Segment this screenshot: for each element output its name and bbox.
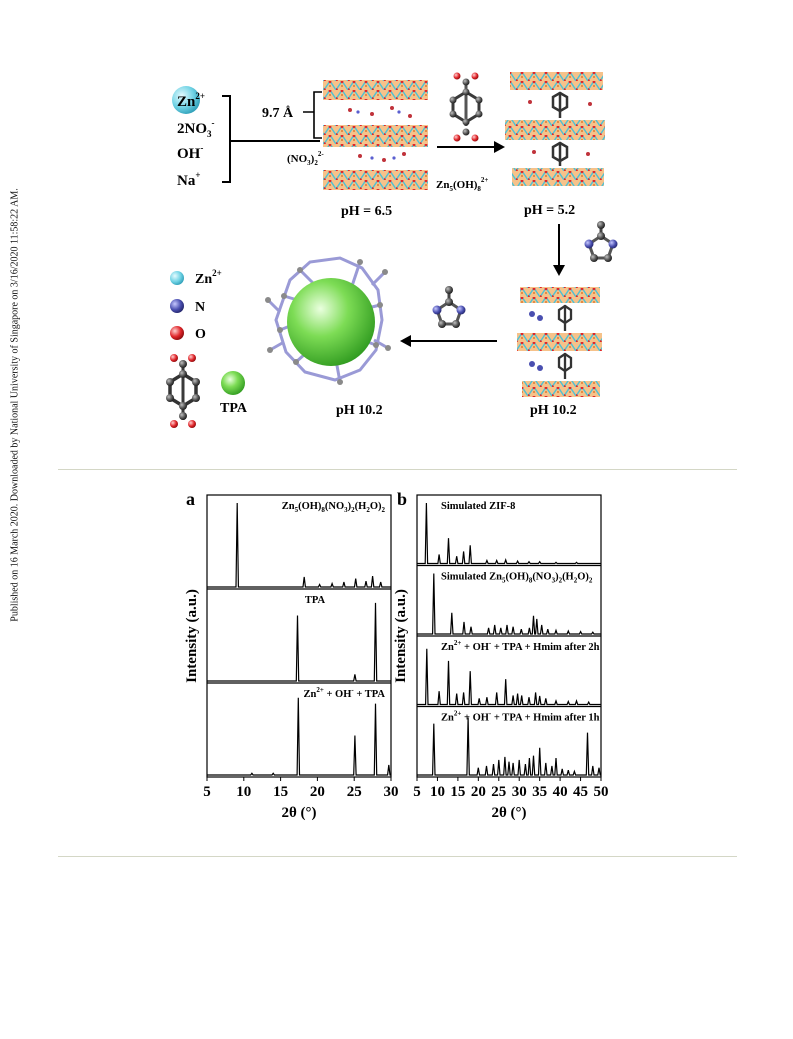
series-label: Zn2+ + OH- + TPA + Hmim after 2h bbox=[441, 639, 600, 653]
arrow-left bbox=[400, 335, 497, 347]
x-tick-label: 25 bbox=[491, 784, 506, 800]
x-tick-label: 50 bbox=[594, 784, 609, 800]
ph-label-1: pH = 6.5 bbox=[341, 204, 392, 219]
hmim-molecule-left bbox=[432, 286, 466, 328]
y-axis-label: Intensity (a.u.) bbox=[184, 589, 200, 683]
x-tick-label: 40 bbox=[553, 784, 568, 800]
x-tick-label: 45 bbox=[573, 784, 588, 800]
series-label: Zn2+ + OH- + TPA bbox=[303, 686, 385, 700]
series-label: Simulated ZIF-8 bbox=[441, 501, 515, 512]
series-label: TPA bbox=[305, 595, 326, 606]
layer-formula-label: Zn5(OH)82+ bbox=[436, 176, 488, 193]
legend-tpa-molecule bbox=[166, 354, 200, 428]
xrd-figure: a Intensity (a.u.) 5 10 15 20 25 30 2θ (°) Zn5(OH… bbox=[184, 489, 609, 821]
legend-o-label: O bbox=[195, 327, 206, 342]
series-label: Zn2+ + OH- + TPA + Hmim after 1h bbox=[441, 710, 600, 724]
layered-hydroxide-stack-3 bbox=[517, 287, 602, 397]
panel-label: a bbox=[186, 489, 195, 509]
legend-tpa-label: TPA bbox=[220, 401, 248, 416]
x-tick-label: 10 bbox=[236, 784, 251, 800]
xrd-pattern-3 bbox=[207, 697, 391, 776]
x-tick-label: 5 bbox=[413, 784, 421, 800]
x-tick-label: 15 bbox=[273, 784, 288, 800]
hmim-molecule-right bbox=[584, 221, 618, 262]
x-tick-label: 35 bbox=[532, 784, 547, 800]
spacing-bracket bbox=[303, 91, 322, 139]
x-axis-label: 2θ (°) bbox=[281, 805, 316, 821]
separator-rule-bottom bbox=[58, 856, 737, 857]
nitrate-label: 2NO3- bbox=[177, 118, 215, 139]
hydroxide-label: OH- bbox=[177, 143, 203, 162]
zn-ion-sphere bbox=[172, 86, 200, 114]
layered-hydroxide-stack-2 bbox=[505, 72, 605, 186]
interlayer-anion-label: (NO3)22- bbox=[287, 150, 324, 167]
x-tick-label: 15 bbox=[450, 784, 465, 800]
series-label: Simulated Zn5(OH)8(NO3)2(H2O)2 bbox=[441, 572, 593, 585]
x-tick-label: 5 bbox=[203, 784, 211, 800]
zn-ion-label: Zn2+ bbox=[177, 91, 205, 110]
reactant-ions: Zn2+ 2NO3- OH- Na+ bbox=[172, 86, 320, 189]
xrd-pattern-2 bbox=[417, 573, 601, 635]
series-label: Zn5(OH)8(NO3)2(H2O)2 bbox=[282, 501, 386, 514]
x-tick-label: 30 bbox=[512, 784, 527, 800]
ph-label-4: pH 10.2 bbox=[336, 403, 383, 418]
plot-frame bbox=[206, 494, 392, 778]
ph-label-3: pH 10.2 bbox=[530, 403, 577, 418]
x-tick-label: 20 bbox=[471, 784, 486, 800]
legend-zn-sphere bbox=[170, 271, 184, 285]
legend-n-sphere bbox=[170, 299, 184, 313]
spacing-label: 9.7 Å bbox=[262, 105, 294, 121]
legend-green-sphere bbox=[221, 371, 245, 395]
legend-o-sphere bbox=[170, 326, 184, 340]
ph-label-2: pH = 5.2 bbox=[524, 203, 575, 218]
xrd-pattern-4 bbox=[417, 717, 601, 776]
separator-rule-top bbox=[58, 469, 737, 470]
arrow-down bbox=[553, 224, 565, 276]
arrow-right-1 bbox=[437, 141, 505, 153]
x-tick-label: 30 bbox=[384, 784, 399, 800]
x-tick-label: 25 bbox=[347, 784, 362, 800]
x-tick-label: 20 bbox=[310, 784, 325, 800]
xrd-pattern-2 bbox=[207, 602, 391, 682]
y-axis-label: Intensity (a.u.) bbox=[393, 589, 409, 683]
tpa-molecule-above-arrow bbox=[449, 72, 483, 142]
xrd-panel-a: a Intensity (a.u.) 5 10 15 20 25 30 2θ (°) Zn5(OH… bbox=[184, 489, 399, 821]
xrd-pattern-1 bbox=[417, 502, 601, 565]
ion-bracket bbox=[222, 95, 320, 183]
synthesis-scheme: Zn2+ 2NO3- OH- Na+ 9.7 Å (NO3)22- pH = 6… bbox=[166, 72, 618, 428]
sodium-label: Na+ bbox=[177, 170, 200, 189]
x-axis-label: 2θ (°) bbox=[491, 805, 526, 821]
panel-label: b bbox=[397, 489, 407, 509]
zif-framework-around-tpa bbox=[265, 256, 391, 385]
layered-hydroxide-stack-1 bbox=[323, 80, 428, 190]
scheme-legend: Zn2+ N O TPA bbox=[166, 268, 248, 428]
xrd-pattern-3 bbox=[417, 648, 601, 706]
legend-zn-label: Zn2+ bbox=[195, 268, 222, 287]
x-tick-label: 10 bbox=[430, 784, 445, 800]
xrd-pattern-1 bbox=[207, 502, 391, 588]
xrd-panel-b: b Intensity (a.u.) 5 10 15 20 25 30 35 40 45 50 2θ (… bbox=[393, 489, 609, 821]
legend-n-label: N bbox=[195, 300, 205, 315]
tpa-green-sphere bbox=[287, 278, 375, 366]
